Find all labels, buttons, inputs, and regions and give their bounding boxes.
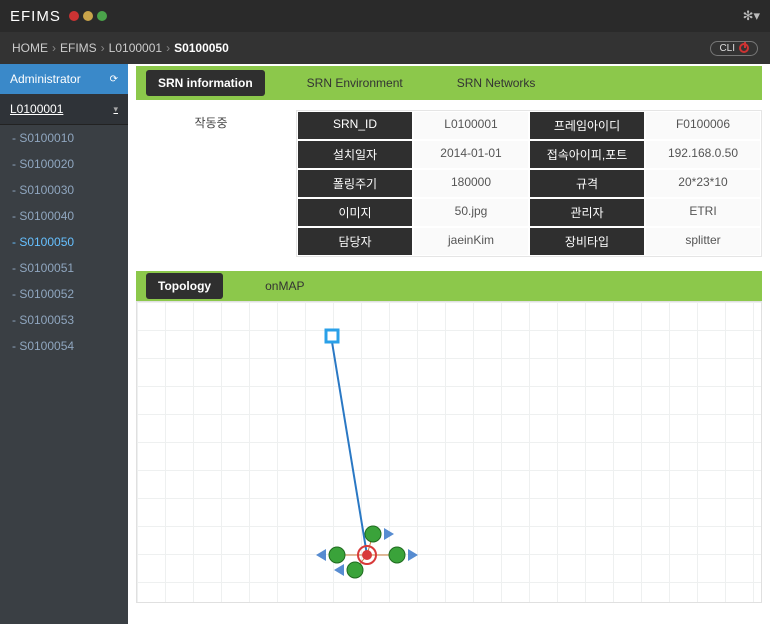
table-value-cell: jaeinKim <box>413 227 529 256</box>
sidebar-item[interactable]: - S0100053 <box>0 307 128 333</box>
dot-red[interactable] <box>69 11 79 21</box>
sidebar: Administrator ⟳ L0100001 ▾ - S0100010- S… <box>0 64 128 624</box>
chevron-down-icon: ▾ <box>113 104 118 115</box>
table-header-cell: 폴링주기 <box>297 169 413 198</box>
crumb-home[interactable]: HOME <box>12 41 48 55</box>
table-header-cell: 장비타입 <box>529 227 645 256</box>
table-header-cell: 설치일자 <box>297 140 413 169</box>
table-header-cell: 관리자 <box>529 198 645 227</box>
topology-svg <box>137 302 761 602</box>
power-icon <box>739 43 749 53</box>
tab[interactable]: SRN Networks <box>445 70 548 96</box>
sidebar-admin[interactable]: Administrator ⟳ <box>0 64 128 94</box>
tab[interactable]: onMAP <box>253 273 316 299</box>
sidebar-group[interactable]: L0100001 ▾ <box>0 94 128 125</box>
table-header-cell: 프레임아이디 <box>529 111 645 140</box>
cli-label: CLI <box>719 43 735 54</box>
topology-canvas[interactable] <box>137 302 761 602</box>
refresh-icon[interactable]: ⟳ <box>110 74 118 85</box>
sidebar-item[interactable]: - S0100051 <box>0 255 128 281</box>
info-table: SRN_IDL0100001프레임아이디F0100006 설치일자2014-01-… <box>296 110 762 257</box>
crumb-l0100001[interactable]: L0100001 <box>109 41 162 55</box>
sidebar-group-label: L0100001 <box>10 102 63 116</box>
sidebar-item[interactable]: - S0100050 <box>0 229 128 255</box>
table-value-cell: 180000 <box>413 169 529 198</box>
tab[interactable]: SRN Environment <box>295 70 415 96</box>
table-value-cell: 2014-01-01 <box>413 140 529 169</box>
crumb-s0100050[interactable]: S0100050 <box>174 41 229 55</box>
sidebar-item[interactable]: - S0100020 <box>0 151 128 177</box>
status-text: 작동중 <box>136 110 286 257</box>
table-value-cell: ETRI <box>645 198 761 227</box>
table-value-cell: 192.168.0.50 <box>645 140 761 169</box>
tab[interactable]: SRN information <box>146 70 265 96</box>
table-header-cell: 규격 <box>529 169 645 198</box>
sidebar-item[interactable]: - S0100052 <box>0 281 128 307</box>
tabs-topology: Topology onMAP <box>136 271 762 301</box>
table-value-cell: splitter <box>645 227 761 256</box>
sidebar-item[interactable]: - S0100030 <box>0 177 128 203</box>
cli-button[interactable]: CLI <box>710 41 758 56</box>
gear-icon[interactable]: ✻▾ <box>743 8 760 24</box>
tab[interactable]: Topology <box>146 273 223 299</box>
crumb-efims[interactable]: EFIMS <box>60 41 97 55</box>
topology-panel <box>136 301 762 603</box>
sidebar-item[interactable]: - S0100010 <box>0 125 128 151</box>
sidebar-item[interactable]: - S0100054 <box>0 333 128 359</box>
table-value-cell: F0100006 <box>645 111 761 140</box>
table-header-cell: SRN_ID <box>297 111 413 140</box>
breadcrumb: HOME›EFIMS›L0100001›S0100050 CLI <box>0 32 770 64</box>
window-dots <box>69 11 107 21</box>
table-value-cell: L0100001 <box>413 111 529 140</box>
brand: EFIMS <box>10 8 61 25</box>
top-bar: EFIMS ✻▾ <box>0 0 770 32</box>
sidebar-admin-label: Administrator <box>10 72 81 86</box>
tabs-main: SRN information SRN Environment SRN Networ… <box>136 66 762 100</box>
table-header-cell: 담당자 <box>297 227 413 256</box>
sidebar-item[interactable]: - S0100040 <box>0 203 128 229</box>
content-area: SRN information SRN Environment SRN Networ… <box>128 64 770 624</box>
dot-yellow[interactable] <box>83 11 93 21</box>
table-header-cell: 이미지 <box>297 198 413 227</box>
dot-green[interactable] <box>97 11 107 21</box>
table-value-cell: 50.jpg <box>413 198 529 227</box>
table-value-cell: 20*23*10 <box>645 169 761 198</box>
table-header-cell: 접속아이피,포트 <box>529 140 645 169</box>
